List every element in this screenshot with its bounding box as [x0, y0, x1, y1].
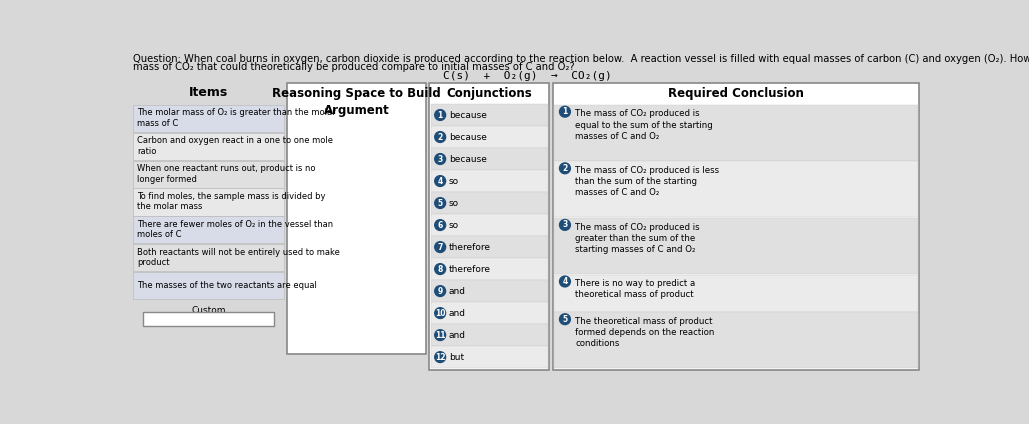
Text: 12: 12	[435, 353, 446, 362]
Bar	[134, 272, 284, 299]
Bar	[134, 244, 284, 271]
Text: 10: 10	[435, 309, 446, 318]
Text: because: because	[449, 133, 487, 142]
Circle shape	[560, 314, 570, 325]
Text: Conjunctions: Conjunctions	[447, 87, 532, 100]
Circle shape	[434, 131, 446, 142]
Bar	[554, 105, 918, 161]
Circle shape	[434, 330, 446, 340]
Circle shape	[434, 220, 446, 231]
Bar	[134, 188, 284, 215]
Text: so: so	[449, 198, 459, 208]
Bar	[431, 148, 547, 170]
Text: 4: 4	[437, 176, 442, 186]
Text: The molar mass of O₂ is greater than the molar
mass of C: The molar mass of O₂ is greater than the…	[137, 108, 335, 128]
Text: 5: 5	[563, 315, 568, 324]
Text: 2: 2	[562, 164, 568, 173]
Text: There is no way to predict a
theoretical mass of product: There is no way to predict a theoretical…	[575, 279, 696, 299]
Bar	[431, 346, 547, 368]
Text: Required Conclusion: Required Conclusion	[668, 87, 804, 100]
Text: and: and	[449, 331, 466, 340]
Text: 3: 3	[562, 220, 568, 229]
Circle shape	[434, 308, 446, 318]
Bar	[431, 126, 547, 148]
Bar	[431, 170, 547, 192]
Bar	[431, 237, 547, 258]
Text: 1: 1	[562, 107, 568, 116]
Bar	[431, 324, 547, 346]
Text: because: because	[449, 154, 487, 164]
Text: 5: 5	[437, 198, 442, 208]
Bar	[431, 280, 547, 302]
Bar	[143, 312, 275, 326]
Bar	[431, 302, 547, 324]
Text: because: because	[449, 111, 487, 120]
Circle shape	[560, 106, 570, 117]
Circle shape	[434, 153, 446, 165]
Bar	[554, 312, 918, 368]
Bar	[287, 83, 426, 354]
Bar	[431, 192, 547, 214]
Text: therefore: therefore	[449, 265, 491, 273]
Text: 2: 2	[437, 133, 442, 142]
Text: and: and	[449, 287, 466, 296]
Circle shape	[434, 198, 446, 209]
Text: Custom: Custom	[191, 306, 225, 315]
Text: Question: When coal burns in oxygen, carbon dioxide is produced according to the: Question: When coal burns in oxygen, car…	[134, 54, 1029, 64]
Text: 8: 8	[437, 265, 442, 273]
Bar	[554, 218, 918, 274]
Bar	[554, 275, 918, 312]
Text: To find moles, the sample mass is divided by
the molar mass: To find moles, the sample mass is divide…	[137, 192, 325, 212]
Text: so: so	[449, 220, 459, 229]
Text: so: so	[449, 176, 459, 186]
Bar	[431, 104, 547, 126]
Bar	[134, 161, 284, 188]
Circle shape	[434, 110, 446, 120]
Text: 1: 1	[437, 111, 442, 120]
Text: and: and	[449, 309, 466, 318]
Circle shape	[434, 286, 446, 296]
Bar	[554, 162, 918, 217]
Text: 6: 6	[437, 220, 442, 229]
Bar	[553, 83, 919, 370]
Text: mass of CO₂ that could theoretically be produced compare to initial masses of C : mass of CO₂ that could theoretically be …	[134, 62, 575, 73]
Bar	[134, 133, 284, 160]
Bar	[431, 215, 547, 236]
Text: When one reactant runs out, product is no
longer formed: When one reactant runs out, product is n…	[137, 164, 316, 184]
Circle shape	[560, 163, 570, 174]
Text: 3: 3	[437, 154, 442, 164]
Text: but: but	[449, 353, 464, 362]
Text: 7: 7	[437, 243, 442, 251]
Text: Carbon and oxygen react in a one to one mole
ratio: Carbon and oxygen react in a one to one …	[137, 136, 333, 156]
Text: 9: 9	[437, 287, 442, 296]
Text: C(s)  +  O₂(g)  →  CO₂(g): C(s) + O₂(g) → CO₂(g)	[442, 71, 611, 81]
Circle shape	[560, 220, 570, 230]
Text: Items: Items	[189, 86, 228, 98]
Text: The mass of CO₂ produced is
greater than the sum of the
starting masses of C and: The mass of CO₂ produced is greater than…	[575, 223, 700, 254]
Text: 11: 11	[435, 331, 446, 340]
Circle shape	[434, 242, 446, 252]
Text: 4: 4	[562, 277, 568, 286]
Bar	[431, 259, 547, 280]
Circle shape	[434, 176, 446, 187]
Text: The theoretical mass of product
formed depends on the reaction
conditions: The theoretical mass of product formed d…	[575, 317, 714, 348]
Text: therefore: therefore	[449, 243, 491, 251]
Circle shape	[434, 264, 446, 274]
Circle shape	[560, 276, 570, 287]
Text: The masses of the two reactants are equal: The masses of the two reactants are equa…	[137, 281, 317, 290]
Bar	[134, 105, 284, 132]
Text: There are fewer moles of O₂ in the vessel than
moles of C: There are fewer moles of O₂ in the vesse…	[137, 220, 333, 240]
Bar	[429, 83, 549, 370]
Bar	[134, 216, 284, 243]
Text: The mass of CO₂ produced is
equal to the sum of the starting
masses of C and O₂: The mass of CO₂ produced is equal to the…	[575, 109, 713, 141]
Text: Both reactants will not be entirely used to make
product: Both reactants will not be entirely used…	[137, 248, 340, 267]
Text: The mass of CO₂ produced is less
than the sum of the starting
masses of C and O₂: The mass of CO₂ produced is less than th…	[575, 166, 719, 197]
Circle shape	[434, 352, 446, 363]
Text: Reasoning Space to Build
Argument: Reasoning Space to Build Argument	[272, 87, 440, 117]
